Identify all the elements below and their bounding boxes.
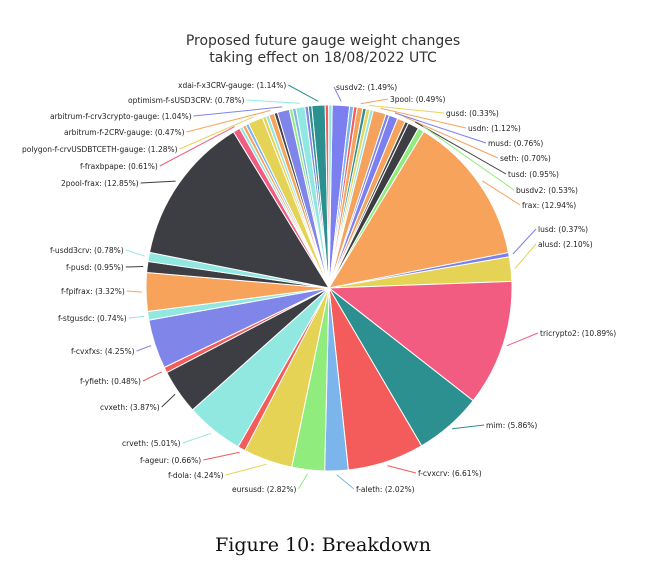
leader-line-eursusd: [297, 473, 309, 490]
pie-chart: Proposed future gauge weight changes tak…: [22, 33, 616, 494]
slice-label-f-pusd: f-pusd: (0.95%): [66, 263, 124, 272]
leader-line-f-fpifrax: [126, 290, 143, 293]
leader-line-f-fraxbpape: [159, 126, 235, 167]
chart-title-line-2: taking effect on 18/08/2022 UTC: [209, 50, 437, 66]
chart-title-line-1: Proposed future gauge weight changes: [186, 33, 460, 49]
leader-line-f-cvxfxs: [136, 345, 152, 352]
leader-line-alusd: [514, 243, 537, 269]
figure-caption: Figure 10: Breakdown: [215, 534, 431, 556]
leader-line-usdn: [380, 107, 467, 129]
slice-label-f-yfieth: f-yfieth: (0.48%): [80, 377, 141, 386]
leader-line-lusd: [512, 228, 537, 255]
slice-label-musd: musd: (0.76%): [488, 139, 543, 148]
slice-label-f-stgusdc: f-stgusdc: (0.74%): [58, 314, 127, 323]
slice-label-arbitrum-f-crv3crypto-gauge: arbitrum-f-crv3crypto-gauge: (1.04%): [50, 112, 192, 121]
label-leader-lines: [125, 84, 539, 490]
leader-line-2pool-frax: [140, 180, 176, 184]
slice-label-lusd: lusd: (0.37%): [538, 225, 588, 234]
leader-line-optimism-f-susd3crv: [246, 99, 300, 104]
leader-line-f-dola: [225, 463, 267, 476]
slice-label-tricrypto2: tricrypto2: (10.89%): [540, 329, 616, 338]
slice-label-xdai-f-x3crv-gauge: xdai-f-x3CRV-gauge: (1.14%): [178, 81, 286, 90]
slice-label-usdn: usdn: (1.12%): [468, 124, 521, 133]
slice-label-gusd: gusd: (0.33%): [446, 109, 499, 118]
leader-line-susdv2: [333, 86, 342, 102]
slice-label-seth: seth: (0.70%): [500, 154, 551, 163]
leader-line-busdv2: [422, 125, 515, 191]
leader-line-f-usdd3crv: [125, 249, 145, 257]
leader-line-arbitrum-f-crv3crypto-gauge: [193, 106, 283, 117]
leader-line-gusd: [369, 104, 445, 114]
slice-label-susdv2: susdv2: (1.49%): [336, 83, 397, 92]
slice-label-f-dola: f-dola: (4.24%): [168, 471, 224, 480]
leader-line-xdai-f-x3crv-gauge: [288, 84, 319, 102]
slice-label-eursusd: eursusd: (2.82%): [232, 485, 296, 494]
pie-slice-unlabeled-17: [328, 104, 333, 289]
slice-label-tusd: tusd: (0.95%): [508, 170, 559, 179]
leader-line-f-stgusdc: [128, 315, 145, 319]
leader-line-mim: [452, 424, 485, 430]
slice-label-f-fpifrax: f-fpifrax: (3.32%): [61, 287, 125, 296]
leader-line-tricrypto2: [506, 332, 539, 347]
slice-label-crveth: crveth: (5.01%): [122, 439, 181, 448]
leader-line-f-cvxcrv: [387, 465, 417, 474]
slice-label-polygon-f-crvusdbtceth-gauge: polygon-f-crvUSDBTCETH-gauge: (1.28%): [22, 145, 178, 154]
leader-line-f-ageur: [203, 451, 240, 461]
slice-label-f-usdd3crv: f-usdd3crv: (0.78%): [50, 246, 124, 255]
slice-label-f-fraxbpape: f-fraxbpape: (0.61%): [80, 162, 158, 171]
leader-line-frax: [481, 180, 521, 206]
slice-labels: susdv2: (1.49%) 3pool: (0.49%)gusd: (0.33…: [22, 81, 616, 494]
leader-line-musd: [394, 112, 487, 144]
pie-slice-2pool-frax: [148, 131, 331, 289]
slice-label-f-ageur: f-ageur: (0.66%): [140, 456, 201, 465]
slice-label-alusd: alusd: (2.10%): [538, 240, 593, 249]
slice-label-arbitrum-f-2crv-gauge: arbitrum-f-2CRV-gauge: (0.47%): [64, 128, 185, 137]
leader-line-f-aleth: [336, 474, 355, 490]
leader-line-crveth: [182, 432, 212, 444]
slice-label-optimism-f-susd3crv: optimism-f-sUSD3CRV: (0.78%): [128, 96, 245, 105]
leader-line-f-pusd: [125, 266, 144, 268]
leader-line-arbitrum-f-2crv-gauge: [186, 110, 271, 133]
pie-slice-frax: [327, 130, 510, 289]
pie-slice-tricrypto2: [327, 280, 513, 402]
slice-label-f-aleth: f-aleth: (2.02%): [356, 485, 415, 494]
leader-line-seth: [402, 115, 499, 159]
slice-label-cvxeth: cvxeth: (3.87%): [100, 403, 160, 412]
leader-line-cvxeth: [161, 393, 176, 408]
leader-line-polygon-f-crvusdbtceth-gauge: [179, 116, 254, 150]
slice-label-f-cvxfxs: f-cvxfxs: (4.25%): [71, 347, 135, 356]
leader-line-f-yfieth: [142, 371, 163, 382]
slice-label-f-cvxcrv: f-cvxcrv: (6.61%): [418, 469, 482, 478]
slice-label-mim: mim: (5.86%): [486, 421, 537, 430]
leader-line-3pool: [360, 98, 389, 105]
pie-slices: [145, 104, 513, 472]
slice-label-2pool-frax: 2pool-frax: (12.85%): [61, 179, 139, 188]
slice-label-busdv2: busdv2: (0.53%): [516, 186, 578, 195]
slice-label-frax: frax: (12.94%): [522, 201, 576, 210]
leader-line-tusd: [415, 121, 507, 175]
slice-label-3pool: 3pool: (0.49%): [390, 95, 445, 104]
